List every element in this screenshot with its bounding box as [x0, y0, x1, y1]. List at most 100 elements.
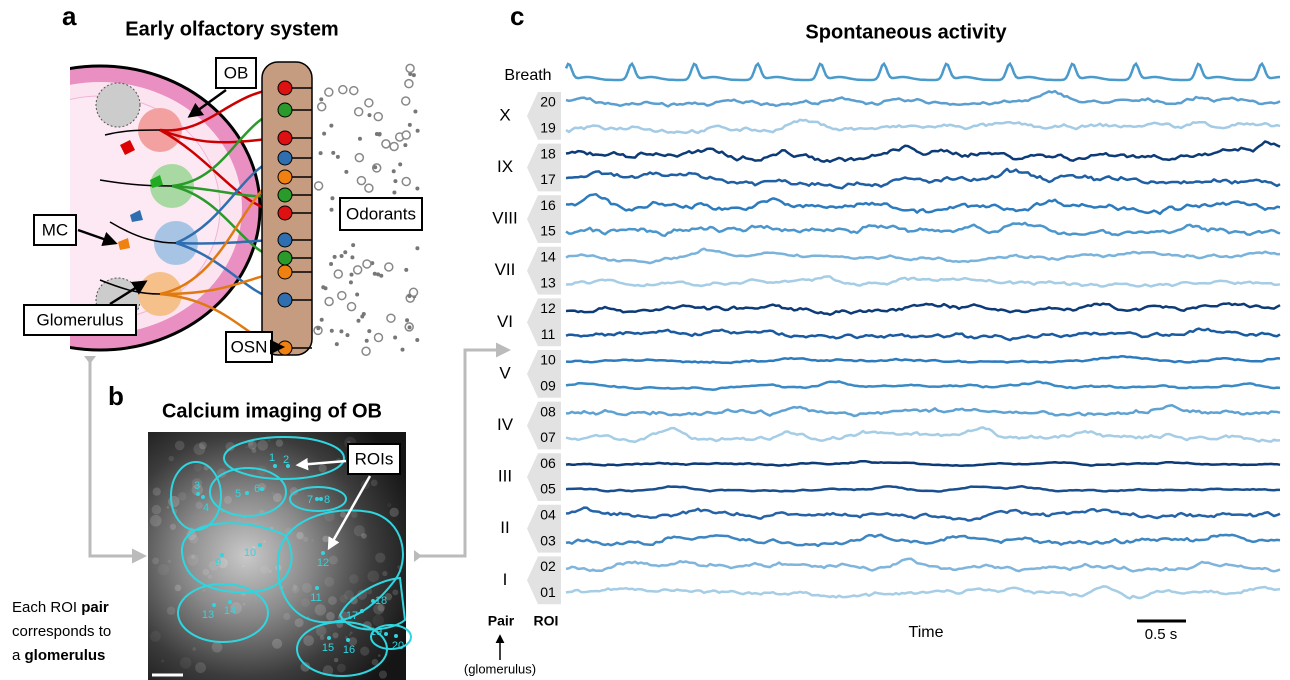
speckle — [351, 511, 358, 519]
osn-cell — [277, 205, 293, 221]
roi-number: 6 — [254, 483, 260, 495]
speckle — [193, 463, 203, 472]
speckle — [397, 565, 401, 569]
speckle — [353, 525, 365, 537]
speckle — [149, 514, 162, 527]
roi-label: 15 — [540, 223, 556, 239]
odorant — [349, 85, 359, 96]
label: ROIs — [355, 449, 394, 468]
odorant — [367, 329, 372, 334]
speckle — [223, 495, 232, 504]
odorant — [329, 262, 334, 267]
speckle — [192, 647, 197, 651]
label: Odorants — [346, 204, 416, 223]
odorant — [373, 111, 384, 122]
roi-tab — [527, 556, 561, 605]
speckle — [174, 440, 185, 451]
speckle — [361, 533, 367, 539]
speckle — [152, 557, 159, 565]
osn-cell — [277, 130, 293, 146]
roi-number: 18 — [375, 595, 387, 607]
odorant — [345, 333, 350, 338]
speckle — [372, 614, 385, 627]
roi-dot — [384, 632, 388, 636]
speckle — [328, 555, 338, 565]
pair-label: V — [499, 363, 511, 382]
odorant — [333, 269, 344, 279]
odorant — [407, 294, 412, 299]
speckle — [230, 602, 242, 614]
odorant — [401, 130, 411, 140]
speckle — [301, 598, 310, 608]
odorant — [393, 179, 398, 184]
roi-trace — [565, 167, 1281, 190]
roi-dot — [260, 487, 264, 491]
roi-label: 05 — [540, 481, 556, 497]
panel-title: Spontaneous activity — [805, 21, 1007, 43]
odorant — [318, 151, 323, 156]
speckle — [195, 501, 203, 510]
roi-label: 10 — [540, 352, 556, 368]
panel-title: Early olfactory system — [125, 18, 338, 40]
odorant — [332, 254, 337, 259]
roi-number: 1 — [269, 452, 275, 464]
panel-letter: c — [510, 1, 524, 31]
osn-cell — [277, 232, 293, 248]
roi-header: ROI — [534, 613, 559, 629]
speckle — [275, 439, 284, 447]
speckle — [191, 484, 204, 496]
roi-dot — [346, 638, 350, 642]
speckle — [387, 503, 392, 508]
speckle — [245, 445, 248, 449]
odorant — [376, 272, 381, 277]
caption-bold: glomerulus — [25, 647, 106, 664]
odorant — [386, 313, 396, 323]
pair-label: III — [498, 467, 512, 486]
osn-cell — [277, 80, 293, 96]
odorant — [401, 176, 411, 187]
odorant — [353, 107, 364, 117]
pair-label: VIII — [492, 209, 518, 228]
roi-number: 20 — [392, 640, 404, 652]
odorant — [344, 169, 349, 174]
speckle — [283, 612, 291, 621]
speckle — [157, 563, 169, 576]
odorant — [403, 143, 408, 148]
roi-trace — [565, 506, 1281, 522]
speckle — [392, 589, 399, 596]
speckle — [294, 618, 304, 628]
odorant — [381, 139, 391, 149]
roi-label: 09 — [540, 378, 556, 394]
roi-dot — [315, 497, 319, 501]
roi-tab — [527, 504, 561, 553]
speckle — [303, 635, 314, 646]
label: MC — [42, 220, 68, 239]
roi-trace — [565, 327, 1281, 342]
roi-dot — [228, 600, 232, 604]
speckle — [225, 441, 235, 452]
roi-label: 12 — [540, 300, 556, 316]
speckle — [336, 663, 346, 673]
roi-trace — [565, 89, 1281, 108]
osn-cell — [277, 102, 293, 118]
odorant — [377, 131, 382, 136]
odorant — [339, 253, 344, 258]
roi-trace — [565, 355, 1281, 365]
roi-dot — [327, 636, 331, 640]
roi-number: 7 — [307, 494, 313, 506]
speckle — [348, 637, 358, 646]
roi-tab — [527, 246, 561, 295]
odorant — [405, 63, 415, 74]
roi-trace — [565, 533, 1281, 548]
speckle — [242, 602, 246, 606]
scale-bar-label: 0.5 s — [1145, 626, 1178, 643]
speckle — [199, 441, 207, 450]
roi-label: 08 — [540, 403, 556, 419]
odorant — [337, 290, 347, 301]
odorant — [319, 97, 324, 102]
panel-letter: a — [62, 1, 77, 31]
odorant — [405, 318, 410, 323]
odorant — [393, 335, 398, 340]
speckle — [202, 588, 206, 593]
